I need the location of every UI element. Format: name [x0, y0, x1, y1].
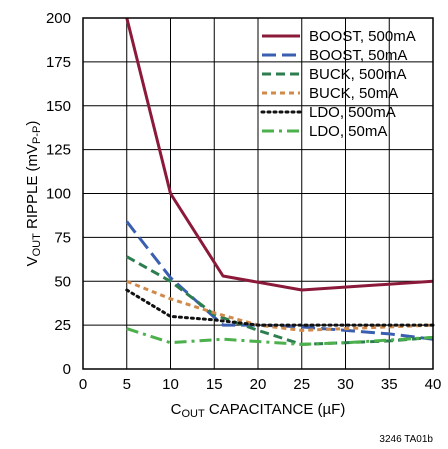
series-line-1	[125, 17, 434, 292]
x-tick-label: 15	[206, 376, 223, 393]
y-tick-label: 0	[63, 361, 71, 378]
legend-label-6: LDO, 50mA	[309, 123, 387, 140]
x-axis-title: COUT CAPACITANCE (µF)	[171, 401, 346, 420]
tick-labels: 0 5 10 15 20 25 30 35 40 0 25 50 75 100 125 150 175 200	[46, 10, 441, 393]
y-tick-label: 100	[46, 186, 71, 203]
series-line-6	[126, 327, 434, 346]
x-tick-label: 10	[162, 376, 179, 393]
legend-label-3: BUCK, 500mA	[309, 66, 407, 83]
x-tick-label: 20	[250, 376, 267, 393]
x-tick-label: 0	[79, 376, 87, 393]
y-axis-title-sub: OUT	[31, 233, 43, 257]
y-tick-label: 125	[46, 142, 71, 159]
x-tick-label: 35	[381, 376, 398, 393]
x-axis-title-rest: CAPACITANCE (µF)	[205, 401, 346, 418]
x-axis-title-main: C	[171, 401, 182, 418]
series-line-4	[126, 279, 434, 332]
x-tick-label: 30	[337, 376, 354, 393]
figure-code: 3246 TA01b	[379, 434, 433, 445]
x-tick-label: 25	[293, 376, 310, 393]
x-tick-label: 5	[123, 376, 131, 393]
plot-frame	[82, 17, 434, 370]
x-tick-label: 40	[425, 376, 442, 393]
y-axis-title-rest: RIPPLE (mV	[24, 144, 41, 233]
legend-label-1: BOOST, 500mA	[309, 28, 416, 45]
series-line-3	[126, 255, 434, 346]
x-axis-title-sub: OUT	[182, 408, 206, 420]
y-axis-title-main: V	[24, 256, 41, 266]
legend: BOOST, 500mA BOOST, 50mA BUCK, 500mA BUCK, …	[260, 28, 416, 140]
legend-label-5: LDO, 500mA	[309, 104, 396, 121]
y-tick-label: 150	[46, 98, 71, 115]
y-tick-label: 200	[46, 10, 71, 27]
series-layer	[125, 17, 435, 346]
y-axis-title-sub2: P-P	[31, 126, 43, 144]
legend-label-4: BUCK, 50mA	[309, 85, 398, 102]
y-tick-label: 175	[46, 54, 71, 71]
legend-label-2: BOOST, 50mA	[309, 47, 407, 64]
series-line-5	[125, 288, 435, 327]
grid	[83, 18, 433, 369]
y-tick-label: 25	[54, 317, 71, 334]
y-tick-label: 75	[54, 229, 71, 246]
y-tick-label: 50	[54, 273, 71, 290]
y-axis-title-end: )	[24, 121, 41, 126]
series-line-2	[125, 220, 434, 341]
y-axis-title: VOUT RIPPLE (mVP-P)	[24, 121, 43, 267]
